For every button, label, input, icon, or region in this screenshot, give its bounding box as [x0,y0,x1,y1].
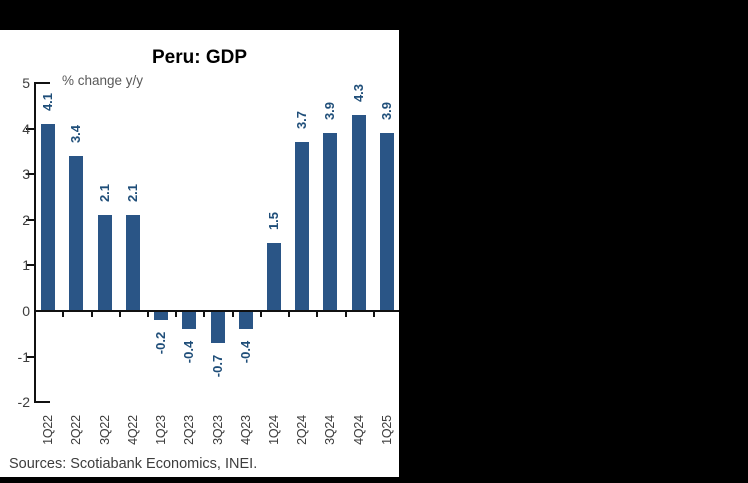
y-axis-tick [26,127,34,130]
y-axis-tick [26,264,34,267]
y-axis-tick [26,355,34,358]
x-tick-label: 2Q23 [182,415,197,445]
bar-3Q23 [210,311,225,343]
x-axis-tick [175,312,178,317]
y-tick-label: 4 [22,120,30,137]
bar-4Q23 [238,311,253,330]
bar-1Q22 [41,124,56,311]
bar-1Q25 [379,133,394,311]
bar-2Q22 [69,156,84,311]
bar-value-label: -0.4 [181,340,197,364]
y-axis-tick [26,218,34,221]
x-axis-tick [34,312,36,317]
chart-panel: Peru: GDP % change y/y 4.1 1Q22 3.4 2Q22 2.1… [0,30,399,477]
plot-area: 4.1 1Q22 3.4 2Q22 2.1 3Q22 2.1 4Q22 -0.2 1Q23 -0.4… [0,30,399,477]
x-tick-label: 1Q25 [379,415,394,445]
y-tick-label: -1 [17,348,30,365]
x-axis-tick [259,312,262,317]
bar-value-label: 4.1 [40,93,56,112]
x-tick-label: 3Q23 [210,415,225,445]
bar-value-label: -0.7 [209,354,225,378]
bar-4Q22 [125,215,140,311]
x-tick-label: 2Q24 [295,415,310,445]
y-tick-label: 1 [22,257,30,274]
bar-value-label: 2.1 [96,184,112,203]
x-axis-tick [344,312,347,317]
bar-value-label: -0.4 [237,340,253,364]
x-axis-tick [231,312,234,317]
x-tick-label: 1Q22 [41,415,56,445]
y-axis-line [34,82,36,404]
source-note: Sources: Scotiabank Economics, INEI. [9,456,258,472]
y-tick-label: -2 [17,394,30,411]
chart-title: Peru: GDP [151,47,248,68]
x-tick-label: 3Q22 [97,415,112,445]
y-tick-label: 2 [22,211,30,228]
bar-1Q23 [154,311,168,321]
bar-value-label: 3.4 [68,125,84,144]
x-tick-label: 4Q22 [125,415,140,445]
zero-line [34,310,399,312]
bar-value-label: 3.7 [294,111,310,130]
x-axis-tick [288,312,290,317]
bar-value-label: 2.1 [124,184,140,203]
bar-value-label: 3.9 [378,102,394,121]
x-axis-tick [203,312,206,317]
x-tick-label: 4Q23 [238,415,253,445]
bar-value-label: 1.5 [265,211,281,230]
y-axis-endcap [34,401,50,404]
y-tick-label: 3 [22,166,30,183]
bar-1Q24 [266,242,281,311]
x-axis-tick [90,312,93,317]
x-tick-label: 1Q23 [154,415,168,445]
x-axis-tick [118,312,121,317]
bar-value-label: 3.9 [322,102,338,121]
bar-2Q24 [295,142,310,311]
bar-3Q22 [97,215,112,311]
y-axis-endcap [34,82,50,85]
x-axis-tick [372,312,375,317]
x-axis-tick [62,312,65,317]
bar-3Q24 [323,133,338,311]
bar-2Q23 [182,311,197,330]
y-tick-label: 0 [22,303,30,319]
x-tick-label: 1Q24 [266,415,281,445]
bar-value-label: -0.2 [153,331,168,355]
x-tick-label: 4Q24 [351,415,366,445]
x-axis-tick [316,312,319,317]
bar-4Q24 [351,115,366,311]
y-axis-unit-label: % change y/y [62,73,144,88]
bar-value-label: 4.3 [350,83,366,103]
y-tick-label: 5 [22,75,30,92]
y-axis-tick [26,173,34,176]
x-axis-tick [146,312,149,317]
x-tick-label: 3Q24 [323,415,338,445]
x-tick-label: 2Q22 [69,415,84,445]
